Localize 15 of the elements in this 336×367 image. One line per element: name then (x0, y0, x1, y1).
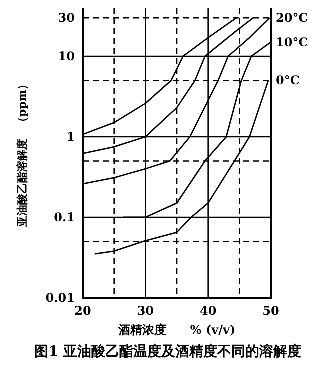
x-axis-title: 酒精浓度 % (v/v) (117, 323, 236, 337)
series-label: 10°C (276, 35, 308, 50)
y-axis-title: 亚油酸乙酯溶解度 （ppm） (16, 78, 29, 228)
x-tick-label: 40 (200, 304, 217, 318)
y-tick-label: 30 (58, 11, 75, 26)
x-tick-label: 30 (137, 304, 154, 318)
x-tick-label: 50 (262, 304, 280, 318)
y-tick-label: 10 (58, 49, 75, 64)
y-tick-label: 0.01 (46, 291, 75, 305)
series-label: 0°C (276, 74, 300, 88)
x-tick-label: 20 (74, 304, 92, 318)
y-tick-label: 1 (66, 130, 75, 144)
series-label: 20°C (276, 11, 308, 26)
y-tick-label: 0.1 (54, 210, 75, 224)
text: 图1 亚油酸乙酯温度及酒精度不同的溶解度 (34, 343, 302, 360)
